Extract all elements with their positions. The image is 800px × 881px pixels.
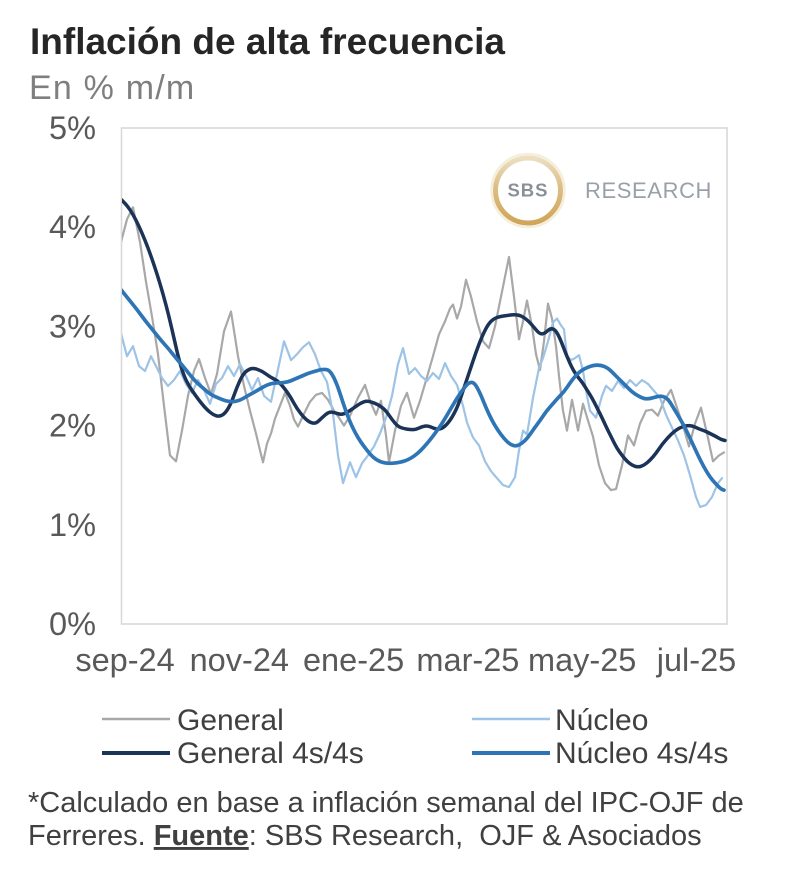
- svg-text:SBS: SBS: [507, 180, 548, 201]
- svg-text:En % m/m: En % m/m: [29, 69, 195, 107]
- svg-text:2%: 2%: [49, 408, 96, 444]
- svg-text:Núcleo: Núcleo: [555, 704, 648, 737]
- svg-text:General: General: [177, 704, 284, 737]
- svg-text:3%: 3%: [49, 308, 96, 344]
- svg-text:4%: 4%: [49, 209, 96, 245]
- svg-text:Núcleo 4s/4s: Núcleo 4s/4s: [555, 737, 728, 770]
- svg-text:may-25: may-25: [528, 642, 636, 678]
- svg-text:Ferreres. Fuente: SBS Research: Ferreres. Fuente: SBS Research, OJF & As…: [28, 820, 702, 852]
- svg-text:General 4s/4s: General 4s/4s: [177, 737, 364, 770]
- svg-text:0%: 0%: [49, 606, 96, 642]
- svg-text:5%: 5%: [49, 110, 96, 146]
- svg-text:mar-25: mar-25: [416, 642, 519, 678]
- svg-text:RESEARCH: RESEARCH: [585, 178, 712, 203]
- svg-text:sep-24: sep-24: [75, 642, 174, 678]
- svg-text:1%: 1%: [49, 507, 96, 543]
- svg-text:*Calculado en base a inflación: *Calculado en base a inflación semanal d…: [28, 787, 744, 819]
- svg-text:Inflación de alta frecuencia: Inflación de alta frecuencia: [30, 21, 505, 62]
- svg-text:ene-25: ene-25: [303, 642, 404, 678]
- svg-text:jul-25: jul-25: [656, 642, 737, 678]
- svg-text:nov-24: nov-24: [190, 642, 289, 678]
